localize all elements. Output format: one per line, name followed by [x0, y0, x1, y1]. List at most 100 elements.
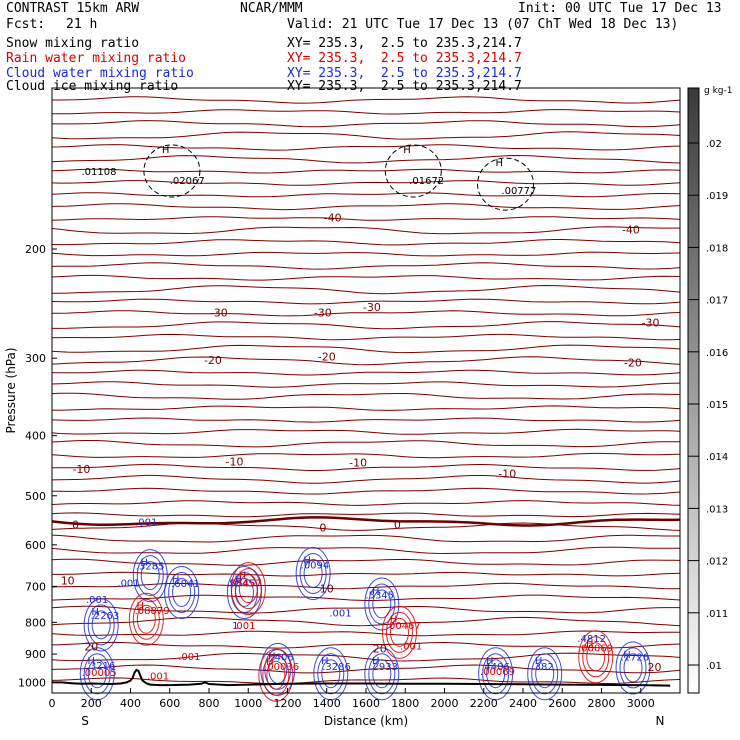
init-time: Init: 00 UTC Tue 17 Dec 13	[518, 1, 722, 16]
temperature-label: -40	[324, 212, 342, 225]
mixing-ratio-label: .4812	[577, 634, 606, 645]
mixing-ratio-contour	[266, 660, 286, 690]
temperature-label: 10	[61, 575, 75, 588]
temperature-label: 20	[647, 661, 661, 674]
x-tick-label: 2600	[548, 697, 576, 710]
mixing-ratio-contour	[87, 659, 107, 689]
temperature-contour-line	[51, 251, 681, 257]
x-tick-label: 2000	[431, 697, 459, 710]
temperature-label: 0	[394, 518, 401, 531]
temperature-contour-line	[51, 677, 681, 685]
temperature-label: -20	[624, 357, 642, 370]
mixing-ratio-contour	[527, 647, 563, 701]
mixing-ratio-contour	[586, 642, 606, 672]
field-rain-xy: XY= 235.3, 2.5 to 235.3,214.7	[287, 51, 522, 66]
x-tick-label: 1800	[391, 697, 419, 710]
mixing-ratio-label: .2933	[369, 662, 398, 673]
colorbar-tick-label: .01	[706, 661, 722, 672]
colorbar-tick-label: .015	[706, 400, 728, 411]
mixing-ratio-contour	[262, 654, 290, 696]
field-cloudice-name: Cloud ice mixing ratio	[6, 79, 179, 94]
temperature-label: -10	[498, 467, 516, 480]
mixing-ratio-label: .3216	[87, 661, 116, 672]
temperature-label: 0	[72, 518, 79, 531]
mixing-ratio-label: H	[586, 639, 594, 650]
mixing-ratio-label: .00467	[386, 621, 421, 632]
ice-max-label: .02067	[170, 176, 205, 187]
mixing-ratio-label: H	[486, 656, 494, 667]
field-cloudice-xy: XY= 235.3, 2.5 to 235.3,214.7	[287, 79, 522, 94]
mixing-ratio-contour	[238, 574, 258, 604]
temperature-contour-line	[51, 310, 681, 317]
mixing-ratio-label: .0094	[301, 560, 330, 571]
mixing-ratio-contour	[582, 636, 610, 678]
ice-contour	[143, 144, 201, 198]
mixing-ratio-contour	[482, 653, 510, 695]
temperature-contour-line	[51, 274, 681, 281]
temperature-contour-line	[51, 216, 681, 221]
field-cloudwater-name: Cloud water mixing ratio	[6, 66, 194, 81]
mixing-ratio-label: .5345	[365, 590, 394, 601]
colorbar-tick-label: .017	[706, 296, 728, 307]
temperature-contour-line	[51, 192, 681, 198]
x-tick-label: 2200	[470, 697, 498, 710]
center-title: NCAR/MMM	[240, 1, 303, 16]
mixing-ratio-contour	[321, 659, 341, 689]
temperature-contour-line	[52, 463, 681, 471]
mixing-ratio-label: H	[137, 601, 145, 612]
mixing-ratio-contour	[234, 568, 262, 610]
temperature-contour-line	[51, 582, 681, 590]
x-tick-label: 0	[49, 697, 56, 710]
field-snow-name: Snow mixing ratio	[6, 36, 140, 51]
mixing-ratio-label: .00069	[480, 667, 515, 678]
mixing-ratio-contour	[364, 577, 400, 631]
colorbar-tick-label: .018	[706, 243, 728, 254]
temperature-contour-line	[51, 500, 681, 506]
temperature-contour-line	[52, 120, 681, 128]
mixing-ratio-contour	[389, 617, 409, 647]
mixing-ratio-label: 1	[232, 621, 238, 632]
temperature-contour-line	[51, 333, 681, 341]
mixing-ratio-contour	[619, 647, 647, 689]
ice-max-label: H	[496, 158, 504, 169]
mixing-ratio-label: H	[87, 656, 95, 667]
mixing-ratio-contour	[87, 604, 115, 646]
mixing-ratio-label: H	[321, 656, 329, 667]
temperature-contour-line	[51, 226, 680, 235]
contour-labels: -40 -40 -30 -30 -30 -30 -20 -20 -20 -10 -10 -10 -10 0…	[61, 145, 662, 683]
mixing-ratio-label: H	[235, 575, 243, 586]
x-tick-label: 1400	[313, 697, 341, 710]
temperature-contour-line	[51, 428, 681, 435]
temperature-contour-line	[52, 487, 681, 495]
mixing-ratio-label: .6041	[171, 579, 200, 590]
temperature-label: -20	[204, 354, 222, 367]
field-snow-xy: XY= 235.3, 2.5 to 235.3,214.7	[287, 36, 522, 51]
north-label: N	[656, 714, 665, 728]
temperature-label: 0	[319, 522, 326, 535]
ice-contour	[477, 157, 535, 211]
field-cloudwater-xy: XY= 235.3, 2.5 to 235.3,214.7	[287, 66, 522, 81]
mixing-ratio-contour	[381, 605, 417, 659]
mixing-ratio-label: .00005	[82, 668, 117, 679]
mixing-ratio-label: .001	[233, 621, 255, 632]
ice-max-label: H	[162, 145, 170, 156]
colorbar-tick-label: .012	[706, 557, 728, 568]
mixing-ratio-label: .08879	[135, 606, 170, 617]
colorbar-tick-label: .014	[706, 452, 728, 463]
mixing-ratio-label: .001	[117, 578, 139, 589]
mixing-ratio-label: H	[172, 575, 180, 586]
mixing-ratio-label: .00069	[578, 644, 613, 655]
temperature-label: 20	[84, 640, 98, 653]
forecast-label: Fcst:	[6, 17, 46, 32]
mixing-ratio-contour	[164, 566, 200, 620]
colorbar-tick-label: .016	[706, 348, 728, 359]
mixing-ratio-label: .2263	[91, 611, 120, 622]
temperature-label: -20	[318, 350, 336, 363]
x-tick-label: 800	[199, 697, 220, 710]
y-tick-label: 200	[25, 243, 46, 256]
mixing-ratio-contour	[615, 641, 651, 695]
terrain-line	[52, 668, 671, 687]
temperature-label: -30	[210, 306, 228, 319]
temperature-contour-line	[51, 440, 680, 448]
